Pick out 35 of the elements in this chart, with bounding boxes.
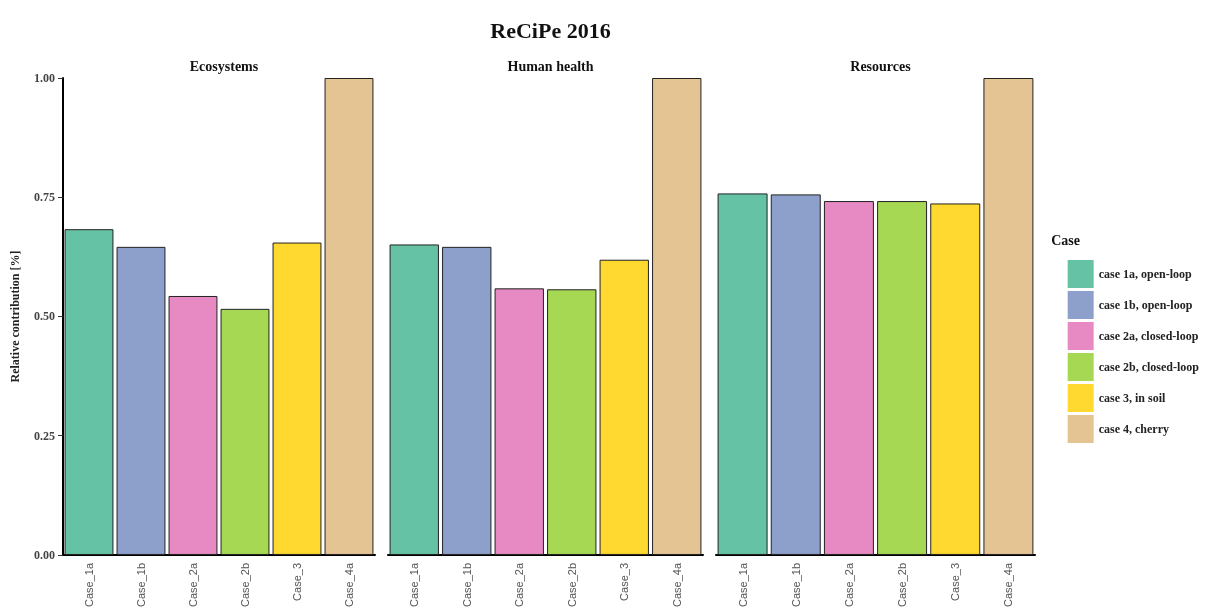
- y-tick-label: 0.50: [34, 309, 55, 324]
- x-tick-label: Case_1a: [408, 562, 421, 608]
- y-axis-title: Relative contribution [%]: [8, 250, 22, 383]
- x-tick-label: Case_2a: [513, 562, 526, 608]
- x-tick-label: Case_1a: [83, 562, 95, 608]
- legend-label: case 1a, open-loop: [1098, 267, 1192, 281]
- y-tick-label: 1.00: [34, 71, 55, 85]
- legend-label: case 4, cherry: [1098, 422, 1169, 436]
- chart-title: ReCiPe 2016: [490, 17, 611, 43]
- x-tick-label: Case_1b: [135, 562, 147, 608]
- x-tick-label: Case_2a: [842, 562, 855, 608]
- x-tick-label: Case_2b: [239, 562, 251, 608]
- x-tick-label: Case_1b: [789, 562, 802, 608]
- x-tick-label: Case_2b: [565, 562, 578, 608]
- x-tick-label: Case_3: [291, 562, 303, 601]
- x-tick-label: Case_4a: [1002, 562, 1015, 608]
- x-tick-label: Case_4a: [670, 562, 683, 608]
- y-tick-label: 0.00: [34, 547, 55, 562]
- legend-title: Case: [1051, 232, 1081, 248]
- chart-subtitle: Resources: [850, 58, 912, 74]
- x-tick-label: Case_1b: [460, 562, 473, 608]
- chart-subtitle: Ecosystems: [189, 58, 259, 74]
- legend-label: case 1b, open-loop: [1098, 298, 1193, 312]
- chart-subtitle: Human health: [507, 58, 594, 74]
- y-tick-label: 0.25: [34, 428, 55, 443]
- legend-label: case 3, in soil: [1098, 391, 1166, 405]
- x-tick-label: Case_3: [949, 562, 962, 601]
- legend-label: case 2b, closed-loop: [1098, 360, 1200, 374]
- x-tick-label: Case_3: [618, 562, 631, 601]
- x-tick-label: Case_1a: [736, 562, 749, 608]
- x-tick-label: Case_2b: [896, 562, 909, 608]
- x-tick-label: Case_4a: [343, 562, 355, 608]
- y-tick-label: 0.75: [34, 190, 55, 205]
- x-tick-label: Case_2a: [187, 562, 199, 608]
- legend-label: case 2a, closed-loop: [1098, 329, 1199, 343]
